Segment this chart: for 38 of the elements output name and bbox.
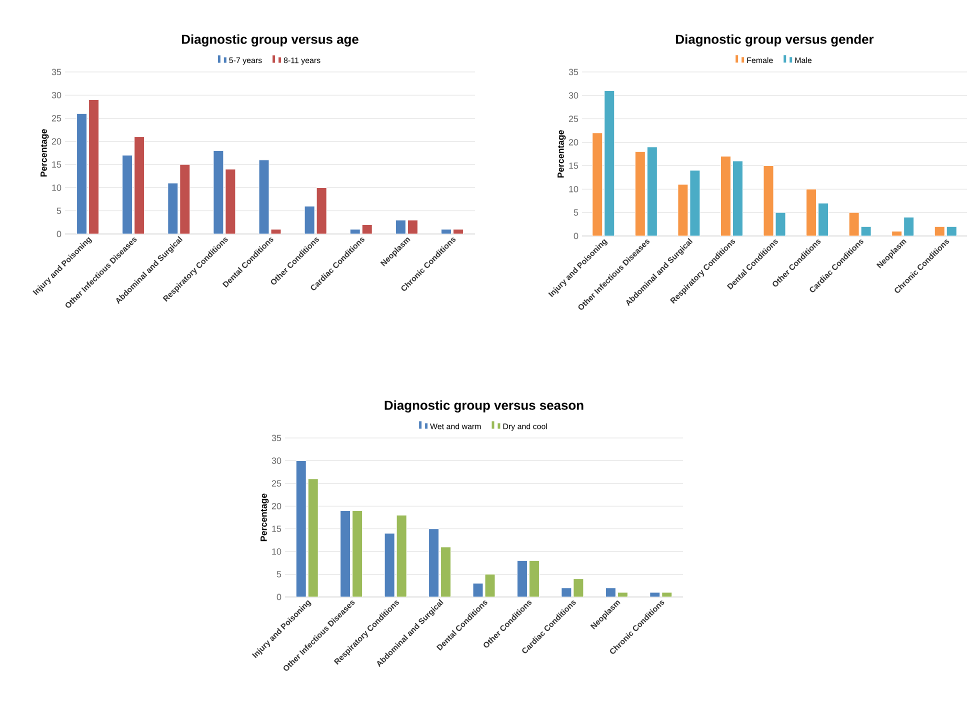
y-tick-label: 30	[272, 458, 282, 464]
y-tick-label: 10	[52, 184, 62, 191]
y-tick-label: 5	[276, 571, 282, 578]
y-tick-label: 25	[272, 480, 282, 487]
chart-title: Diagnostic group versus season	[384, 400, 584, 412]
y-tick-label: 25	[52, 115, 62, 122]
y-tick-label: 35	[272, 434, 282, 442]
bar	[440, 546, 452, 597]
y-axis-title: Percentage	[558, 130, 566, 178]
y-tick-label: 20	[272, 502, 282, 510]
y-tick-label: 30	[568, 92, 578, 99]
y-axis-title: Percentage	[40, 129, 49, 177]
y-tick-label: 10	[272, 548, 282, 555]
y-tick-label: 5	[574, 209, 578, 216]
y-tick-label: 5	[56, 208, 62, 214]
y-tick-label: 30	[52, 92, 62, 98]
bar	[308, 478, 318, 597]
bar	[516, 560, 528, 597]
y-tick-label: 25	[568, 116, 578, 122]
y-tick-label: 15	[52, 161, 62, 168]
bar	[352, 510, 363, 597]
y-tick-label: 20	[568, 139, 578, 146]
chart-title: Diagnostic group versus gender	[676, 34, 874, 46]
bar	[296, 460, 306, 597]
y-tick-label: 15	[272, 526, 282, 532]
y-tick-label: 20	[52, 138, 62, 145]
bar	[528, 560, 540, 597]
y-tick-label: 0	[56, 230, 62, 238]
y-tick-label: 15	[569, 162, 578, 169]
y-tick-label: 35	[568, 68, 578, 76]
y-tick-label: 0	[276, 594, 282, 600]
y-axis-title: Percentage	[260, 494, 269, 542]
y-tick-label: 10	[569, 186, 578, 192]
y-tick-label: 0	[574, 232, 578, 240]
bar	[428, 528, 440, 597]
bar	[340, 510, 351, 597]
y-tick-label: 35	[52, 68, 62, 76]
chart-title: Diagnostic group versus age	[182, 34, 358, 46]
